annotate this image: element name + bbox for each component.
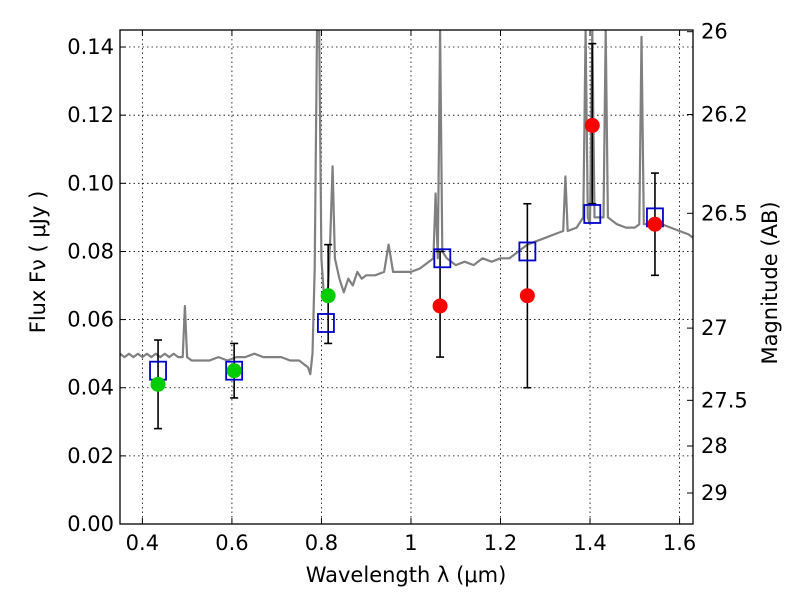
x-axis-label: Wavelength λ (μm): [306, 563, 507, 587]
y-tick-label: 0.08: [67, 239, 114, 263]
x-tick-label: 0.6: [215, 531, 248, 555]
observed-photometry: [150, 117, 663, 392]
observed-point: [647, 216, 663, 232]
model-spectrum: [120, 30, 693, 376]
y-tick-label: 0.12: [67, 103, 114, 127]
y2-tick-label: 26.5: [701, 201, 748, 225]
y-tick-label: 0.04: [67, 376, 114, 400]
observed-point: [519, 288, 535, 304]
grid-lines: [120, 30, 693, 524]
model-photometry: [149, 204, 664, 381]
y-tick-label: 0.02: [67, 444, 114, 468]
y-axis: 0.00 0.02 0.04 0.06 0.08 0.10 0.12 0.14: [67, 35, 126, 536]
x-axis: 0.4 0.6 0.8 1 1.2 1.4 1.6: [126, 30, 696, 555]
y2-tick-label: 26: [701, 20, 728, 44]
y-tick-label: 0.06: [67, 308, 114, 332]
x-tick-label: 1.6: [663, 531, 696, 555]
observed-point: [584, 117, 600, 133]
model-point-square: [518, 241, 537, 262]
plot-frame: [119, 29, 694, 525]
x-tick-label: 0.8: [305, 531, 338, 555]
model-point-square: [225, 360, 244, 381]
y-tick-label: 0.10: [67, 171, 114, 195]
y-tick-label: 0.00: [67, 512, 114, 536]
y-tick-label: 0.14: [67, 35, 114, 59]
spectrum-line: [120, 30, 693, 376]
x-tick-label: 0.4: [126, 531, 159, 555]
x-tick-label: 1: [404, 531, 417, 555]
y2-tick-label: 27: [701, 316, 728, 340]
y2-tick-label: 29: [701, 481, 728, 505]
model-point-square: [583, 204, 602, 224]
y2-tick-label: 26.2: [701, 102, 748, 126]
y-axis-label: Flux Fν ( μJy ): [26, 191, 50, 334]
x-tick-label: 1.4: [573, 531, 606, 555]
y2-tick-label: 28: [701, 434, 728, 458]
model-point-square: [433, 248, 452, 269]
observed-point: [150, 376, 166, 392]
observed-point: [226, 363, 242, 379]
y2-tick-label: 27.5: [701, 388, 748, 412]
observed-point: [320, 288, 336, 304]
y2-axis: 26 26.2 26.5 27 27.5 28 29: [687, 20, 748, 505]
y2-axis-label: Magnitude (AB): [758, 201, 782, 364]
model-point-square: [317, 313, 335, 333]
x-tick-label: 1.2: [484, 531, 517, 555]
observed-point: [432, 298, 448, 314]
